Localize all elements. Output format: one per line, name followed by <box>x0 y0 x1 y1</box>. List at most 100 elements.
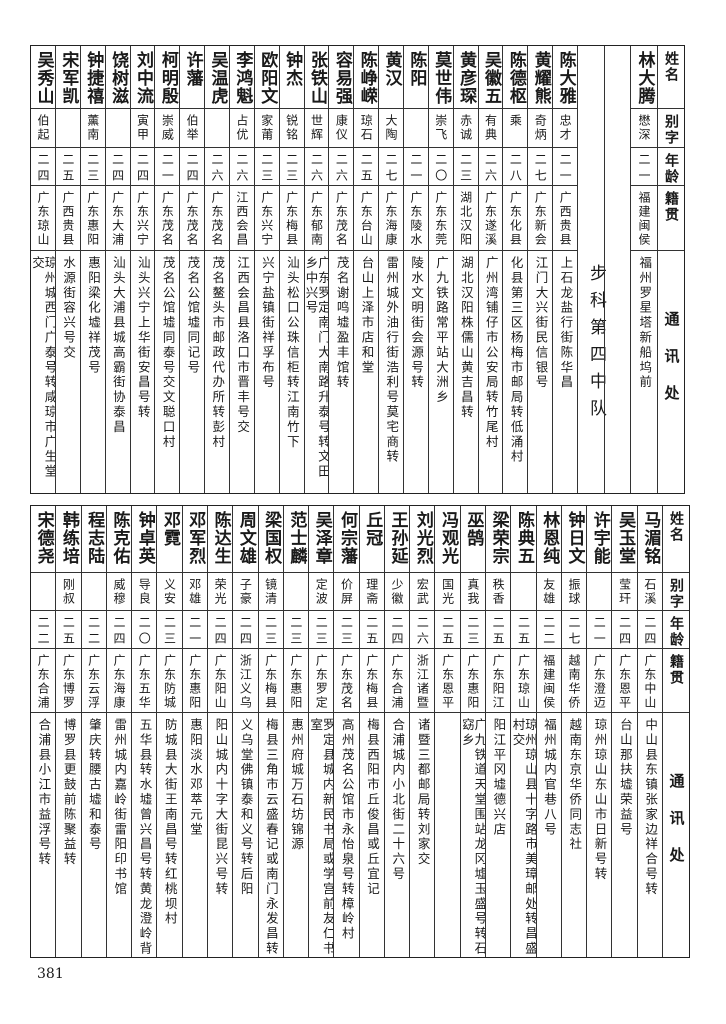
person-name: 刘中流 <box>132 51 153 105</box>
age-cell: 二六 <box>478 148 503 186</box>
person-origin: 浙江义乌 <box>238 654 253 710</box>
address-cell: 化县第三区杨梅市邮局转低涌村 <box>503 251 527 493</box>
person-column: 吴温虎 二六 广东茂名 茂名鳌头市邮政代办所转彭村 <box>204 46 229 493</box>
person-address: 梅县三角市云盛春记或南门永发昌转 <box>263 718 279 957</box>
origin-cell: 广东恩平 <box>435 649 460 713</box>
alias-cell: 薰南 <box>80 109 105 148</box>
person-address: 茂名鳌头市邮政代办所转彭村 <box>210 256 226 450</box>
person-name: 吴徽五 <box>480 51 501 105</box>
person-column: 许藩 伯举 二四 广东茂名 茂名公馆墟同记号 <box>179 46 205 493</box>
origin-cell: 湖北汉阳 <box>453 186 478 251</box>
alias-cell: 友雄 <box>536 573 561 611</box>
person-age: 二六 <box>483 153 498 185</box>
address-cell: 琼州琼山县十字路市美璋邮处转昌盛村交 <box>511 713 535 957</box>
person-alias: 忠才 <box>558 114 573 142</box>
person-column: 钟日文 振球 二七 越南华侨 越南东京华侨同志社 <box>560 506 587 957</box>
address-cell: 合浦县小江市益浮号转 <box>31 713 55 957</box>
person-address: 肇庆转腰古墟和泰号 <box>86 718 102 853</box>
person-address: 防城县大街王南昌号转红桃坝村 <box>162 718 178 927</box>
person-column: 林大腾 懋深 二一 福建闽侯 福州罗星塔新船坞前 <box>630 46 657 493</box>
address-cell: 诸暨三都邮局转刘家交 <box>410 713 434 957</box>
address-cell: 福州罗星塔新船坞前 <box>631 251 657 493</box>
person-origin: 广东惠阳 <box>288 654 303 710</box>
person-age: 二四 <box>135 153 150 185</box>
person-origin: 广东茂名 <box>210 191 225 247</box>
person-column: 陈典五 二五 广东琼山 琼州琼山县十字路市美璋邮处转昌盛村交 <box>510 506 536 957</box>
address-cell: 琼州琼山东山市日新号转 <box>587 713 611 957</box>
alias-cell: 宏武 <box>410 573 435 611</box>
origin-cell: 江西会昌 <box>229 186 254 251</box>
person-column: 柯明殷 崇威 二一 广东茂名 茂名公馆墟同泰号交文聪口村 <box>154 46 180 493</box>
address-cell: 水源街容兴号交 <box>56 251 80 493</box>
person-address: 茂名公馆墟同泰号交文聪口村 <box>160 256 176 450</box>
name-cell: 容易强 <box>329 46 354 109</box>
alias-cell: 威穆 <box>106 573 132 611</box>
person-origin: 广西贵县 <box>60 191 75 247</box>
person-origin: 广东兴宁 <box>259 191 274 247</box>
address-cell: 五华县转水墟曾兴昌号转黄龙澄岭背 <box>132 713 156 957</box>
person-origin: 广东合浦 <box>390 654 405 710</box>
address-cell: 茂名公馆墟同记号 <box>180 251 204 493</box>
person-column: 梁荣宗 秩香 二五 广东阳江 阳江平冈墟德兴店 <box>485 506 511 957</box>
person-column: 黄彦琛 赤诚 二三 湖北汉阳 湖北汉阳株儒山黄吉昌转 <box>452 46 478 493</box>
address-cell: 罗定县城内新民书局或学宫前友仁书室 <box>309 713 333 957</box>
person-age: 二六 <box>415 616 430 648</box>
person-age: 二三 <box>85 153 100 185</box>
person-origin: 广东防城 <box>162 654 177 710</box>
person-column: 陈达生 荣光 二四 广东阳山 阳山城内十字大街昆兴号转 <box>206 506 233 957</box>
person-age: 二七 <box>384 153 399 185</box>
person-origin: 江西会昌 <box>234 191 249 247</box>
person-name: 吴温虎 <box>207 51 228 105</box>
person-address: 广州湾铺仔市公安局转竹尾村 <box>483 256 499 450</box>
name-cell: 林大腾 <box>631 46 657 109</box>
name-cell: 吴玉堂 <box>612 506 637 573</box>
age-cell: 二一 <box>631 148 657 186</box>
address-cell: 通讯处 <box>658 251 684 493</box>
roster-table-top: 姓名 别字 年龄 籍贯 通讯处 林大腾 懋深 二一 福建闽侯 福州罗星塔新船坞前 步科第四中队 陈大雅… <box>30 45 685 494</box>
person-age: 二一 <box>408 153 423 185</box>
origin-cell: 广东海康 <box>106 649 132 713</box>
name-cell: 张铁山 <box>304 46 329 109</box>
alias-cell: 别字 <box>658 109 684 148</box>
age-cell: 二四 <box>207 611 233 649</box>
name-cell: 韩练培 <box>56 506 81 573</box>
person-alias: 乘 <box>508 114 523 128</box>
person-age: 二三 <box>162 616 177 648</box>
person-age: 二四 <box>617 616 632 648</box>
origin-cell: 广东大浦 <box>105 186 130 251</box>
person-alias: 崇威 <box>160 114 175 142</box>
person-origin: 广东梅县 <box>364 654 379 710</box>
address-cell: 防城县大街王南昌号转红桃坝村 <box>157 713 181 957</box>
person-alias: 锐铭 <box>284 114 299 142</box>
alias-cell: 奇炳 <box>528 109 553 148</box>
address-cell: 越南东京华侨同志社 <box>562 713 586 957</box>
address-cell: 雷州城外油行街浩利号莫宅商转 <box>379 251 403 493</box>
person-age: 二四 <box>390 616 405 648</box>
header-name: 姓名 <box>668 511 684 543</box>
origin-cell: 广东惠阳 <box>460 649 486 713</box>
person-address: 广九铁路常平站大洲乡 <box>434 256 450 405</box>
alias-cell: 荣光 <box>207 573 233 611</box>
header-address: 通讯处 <box>667 773 686 884</box>
header-age: 年龄 <box>663 153 679 185</box>
person-address: 惠阳梁化墟祥茂号 <box>85 256 101 376</box>
person-age: 二一 <box>558 153 573 185</box>
person-origin: 广东化县 <box>508 191 523 247</box>
age-cell: 二一 <box>155 148 180 186</box>
person-name: 巫鹄 <box>463 511 484 547</box>
person-column: 吴玉堂 莹玕 二四 广东恩平 台山那扶墟荣益号 <box>611 506 637 957</box>
name-cell: 姓名 <box>663 506 689 573</box>
address-cell: 阳江平冈墟德兴店 <box>486 713 510 957</box>
header-column: 姓名 别字 年龄 籍贯 通讯处 <box>662 506 689 957</box>
person-address: 五华县转水墟曾兴昌号转黄龙澄岭背 <box>137 718 153 957</box>
person-alias: 少徽 <box>390 578 405 606</box>
person-address: 越南东京华侨同志社 <box>567 718 583 853</box>
person-alias: 莹玕 <box>617 578 632 606</box>
name-cell: 陈德枢 <box>503 46 528 109</box>
person-column: 钟卓英 导良 二〇 广东五华 五华县转水墟曾兴昌号转黄龙澄岭背 <box>131 506 157 957</box>
age-cell: 二四 <box>612 611 637 649</box>
name-cell: 黄耀熊 <box>528 46 553 109</box>
age-cell: 二一 <box>403 148 428 186</box>
person-address: 汕头兴宁上华街安昌号转 <box>135 256 151 420</box>
header-address: 通讯处 <box>662 311 681 422</box>
